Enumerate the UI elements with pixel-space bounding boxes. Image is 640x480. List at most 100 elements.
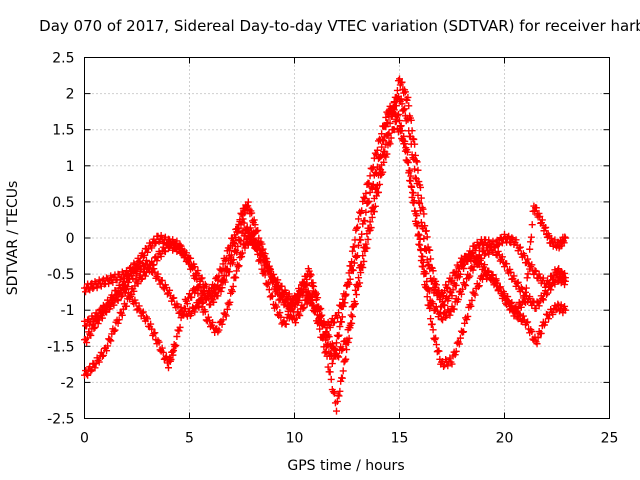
data-point <box>516 311 524 319</box>
data-point <box>292 319 300 327</box>
data-point <box>239 215 247 223</box>
data-point <box>440 363 448 371</box>
data-point <box>350 259 358 267</box>
data-point <box>316 325 324 333</box>
data-point <box>274 276 282 284</box>
data-point <box>191 308 199 316</box>
data-point <box>455 340 463 348</box>
data-point <box>148 325 156 333</box>
data-point <box>420 210 428 218</box>
data-point <box>173 332 181 340</box>
data-point <box>349 266 357 274</box>
data-point <box>262 258 270 266</box>
data-point <box>140 265 148 273</box>
data-point <box>348 247 356 255</box>
data-point <box>86 286 94 294</box>
data-point <box>415 240 423 248</box>
data-point <box>240 219 248 227</box>
data-point <box>393 112 401 120</box>
data-point <box>238 253 246 261</box>
data-point <box>172 342 180 350</box>
data-point <box>388 109 396 117</box>
data-point <box>413 180 421 188</box>
data-point <box>444 306 452 314</box>
data-point <box>349 302 357 310</box>
y-tick-label: -2.5 <box>47 412 74 428</box>
data-point <box>478 240 486 248</box>
data-point <box>358 261 366 269</box>
data-point <box>162 352 170 360</box>
data-point <box>432 341 440 349</box>
data-point <box>542 223 550 231</box>
data-point <box>338 374 346 382</box>
data-point <box>338 313 346 321</box>
data-point <box>355 241 363 249</box>
data-point <box>333 407 340 415</box>
data-point <box>522 299 529 307</box>
data-point <box>147 320 155 328</box>
data-point <box>353 224 361 232</box>
data-point <box>361 195 369 203</box>
data-point <box>376 154 384 162</box>
data-point <box>428 277 436 285</box>
data-point <box>382 123 390 131</box>
data-point <box>410 197 418 205</box>
data-point <box>91 364 99 372</box>
data-point <box>401 137 409 145</box>
data-point <box>313 304 321 312</box>
data-point <box>352 253 360 261</box>
data-point <box>114 319 122 327</box>
x-tick-label: 10 <box>286 431 304 447</box>
data-point <box>364 235 372 243</box>
data-point <box>494 247 502 255</box>
x-axis-label: GPS time / hours <box>287 458 404 474</box>
data-point <box>452 347 460 355</box>
data-point <box>427 315 435 323</box>
data-point <box>520 252 528 260</box>
data-point <box>517 317 525 325</box>
data-point <box>524 255 532 263</box>
data-point <box>155 338 163 346</box>
data-point <box>358 207 366 215</box>
data-point <box>251 221 259 229</box>
data-point <box>461 281 469 289</box>
data-point <box>81 317 88 325</box>
data-point <box>152 239 160 247</box>
data-point <box>146 260 154 268</box>
data-point <box>328 360 336 368</box>
data-point <box>161 248 169 256</box>
data-point <box>329 355 337 363</box>
data-point <box>264 279 272 287</box>
data-point <box>184 254 192 262</box>
data-point <box>378 161 386 169</box>
data-point <box>366 218 374 226</box>
data-point <box>503 260 511 268</box>
data-point <box>314 294 322 302</box>
data-point <box>469 249 477 257</box>
data-point <box>263 281 271 289</box>
data-point <box>338 318 346 326</box>
data-point <box>210 298 218 306</box>
data-point <box>201 308 209 316</box>
data-point <box>358 230 366 238</box>
data-point <box>226 242 234 250</box>
data-point <box>286 305 294 313</box>
data-point <box>417 219 425 227</box>
data-point <box>226 298 234 306</box>
data-point <box>342 355 350 363</box>
data-points <box>81 75 569 415</box>
data-point <box>474 283 482 291</box>
data-point <box>224 299 232 307</box>
data-point <box>84 371 92 379</box>
data-point <box>523 319 531 327</box>
data-point <box>299 305 307 313</box>
data-point <box>362 189 370 197</box>
data-point <box>111 326 119 334</box>
data-point <box>387 134 395 142</box>
data-point <box>354 252 361 260</box>
data-point <box>400 132 408 140</box>
data-point <box>457 290 465 298</box>
data-point <box>341 292 349 300</box>
data-point <box>441 301 449 309</box>
data-point <box>550 272 558 280</box>
